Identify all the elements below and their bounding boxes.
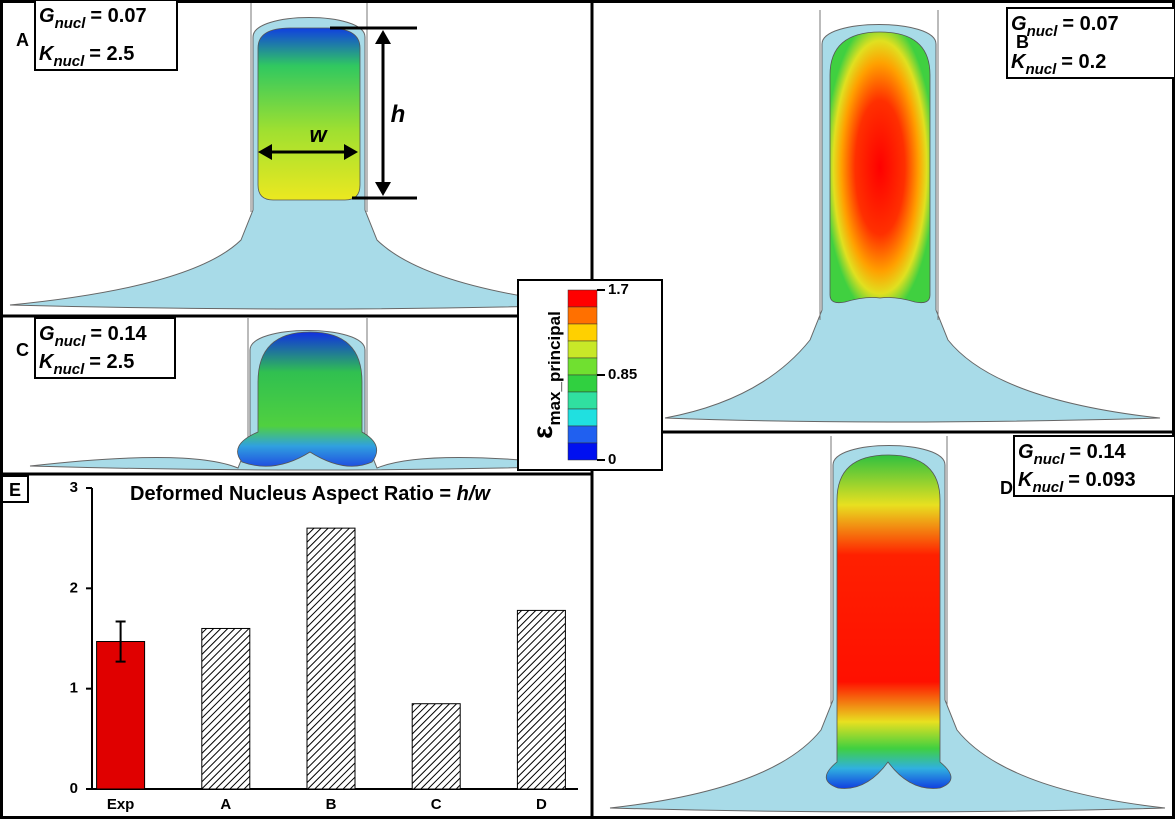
chart-title-text: Deformed Nucleus Aspect Ratio = — [130, 483, 457, 505]
param-box — [34, 317, 176, 379]
panel-letter: D — [1000, 478, 1013, 498]
colorbar-tick-label: 0 — [608, 451, 616, 468]
param-symbol: K — [1011, 51, 1027, 73]
param-symbol: G — [39, 323, 55, 345]
bar — [201, 627, 251, 790]
param-label: Knucl = 0.2 — [1011, 51, 1106, 78]
colorbar-band — [567, 442, 598, 461]
param-box — [1013, 435, 1175, 497]
param-subscript: nucl — [1034, 451, 1066, 468]
panel-letter: A — [16, 30, 29, 50]
cell-drawings — [9, 0, 1166, 813]
colorbar-tick-label: 1.7 — [608, 281, 629, 298]
param-symbol: K — [1018, 469, 1034, 491]
panel-letter-box — [1, 475, 29, 503]
colorbar-band — [567, 391, 598, 410]
x-tick-label: C — [431, 796, 442, 813]
param-value: = 2.5 — [89, 351, 134, 373]
dimension-arrows — [258, 26, 417, 200]
colorbar-band — [567, 374, 598, 393]
param-value: = 0.14 — [1069, 441, 1126, 463]
colorbar-subscript: max_principal — [545, 311, 564, 425]
y-tick-label: 2 — [70, 579, 78, 596]
y-tick-label: 3 — [70, 479, 78, 496]
colorbar-band — [567, 408, 598, 427]
param-value: = 0.07 — [90, 5, 146, 27]
param-symbol: G — [39, 5, 55, 27]
param-label: Gnucl = 0.07 — [1011, 13, 1119, 40]
param-subscript: nucl — [1025, 61, 1057, 78]
param-symbol: K — [39, 351, 55, 373]
y-tick-label: 0 — [70, 780, 78, 797]
nucleus — [257, 27, 361, 201]
param-value: = 0.14 — [90, 323, 147, 345]
colorbar: 0 0.85 1.7 — [567, 281, 637, 468]
colorbar-band — [567, 306, 598, 325]
param-value: = 0.093 — [1068, 469, 1135, 491]
param-symbol: K — [39, 43, 55, 65]
bar — [411, 703, 461, 790]
bar-chart: 0 1 2 3 Exp A B C D — [70, 479, 578, 813]
param-label: Knucl = 2.5 — [39, 351, 134, 378]
param-box — [34, 0, 178, 71]
param-label: Gnucl = 0.14 — [39, 323, 147, 350]
bar — [96, 641, 146, 790]
param-label: Knucl = 2.5 — [39, 43, 134, 70]
param-label: Knucl = 0.093 — [1018, 469, 1136, 496]
param-symbol: G — [1011, 13, 1027, 35]
colorbar-label: εmax_principal — [527, 311, 564, 439]
param-subscript: nucl — [1032, 479, 1064, 496]
param-symbol: G — [1018, 441, 1034, 463]
colorbar-band — [567, 289, 598, 308]
nucleus — [829, 31, 931, 304]
bar — [516, 609, 566, 790]
bar — [306, 527, 356, 790]
param-subscript: nucl — [55, 15, 87, 32]
param-value: = 2.5 — [89, 43, 134, 65]
colorbar-symbol: ε — [527, 426, 558, 439]
param-subscript: nucl — [53, 361, 85, 378]
param-label: Gnucl = 0.07 — [39, 5, 147, 32]
param-subscript: nucl — [55, 333, 87, 350]
chart-title: Deformed Nucleus Aspect Ratio = h/w — [130, 483, 491, 505]
param-box — [1006, 7, 1175, 79]
x-tick-label: D — [536, 796, 547, 813]
param-subscript: nucl — [1027, 23, 1059, 40]
height-label: h — [391, 101, 406, 128]
colorbar-band — [567, 340, 598, 359]
panel-letter: B — [1016, 32, 1029, 52]
param-subscript: nucl — [53, 53, 85, 70]
param-value: = 0.2 — [1061, 51, 1106, 73]
colorbar-tick-label: 0.85 — [608, 366, 637, 383]
x-tick-label: A — [220, 796, 231, 813]
nucleus — [237, 331, 378, 467]
colorbar-band — [567, 323, 598, 342]
y-tick-label: 1 — [70, 680, 78, 697]
panel-letter: C — [16, 340, 29, 360]
chart-title-variable: h/w — [457, 483, 492, 505]
error-bar — [115, 620, 126, 663]
x-tick-label: Exp — [107, 796, 135, 813]
param-label: Gnucl = 0.14 — [1018, 441, 1126, 468]
nucleus — [825, 454, 952, 789]
colorbar-band — [567, 357, 598, 376]
colorbar-band — [567, 425, 598, 444]
x-tick-label: B — [326, 796, 337, 813]
panel-letter: E — [9, 480, 21, 500]
width-label: w — [309, 122, 328, 147]
param-value: = 0.07 — [1062, 13, 1118, 35]
